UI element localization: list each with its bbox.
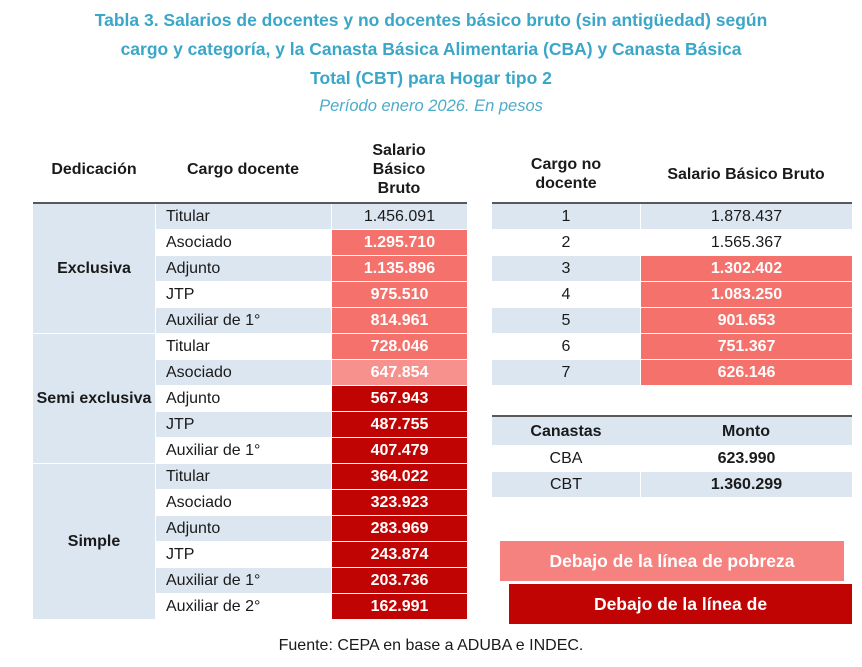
salario-no-docente-cell: 1.083.250 xyxy=(640,282,852,308)
salario-no-docente-cell: 1.565.367 xyxy=(640,230,852,256)
docentes-header-row: Dedicación Cargo docente Salario Básico … xyxy=(33,136,467,204)
salario-docente-cell: 647.854 xyxy=(331,360,467,386)
no-docentes-header-salario: Salario Básico Bruto xyxy=(640,146,852,204)
cargo-no-docente-cell: 7 xyxy=(492,360,640,386)
salario-docente-cell: 1.456.091 xyxy=(331,204,467,230)
docentes-header-dedicacion: Dedicación xyxy=(33,136,155,204)
docentes-header-salario: Salario Básico Bruto xyxy=(331,136,467,204)
cargo-docente-cell: Adjunto xyxy=(155,386,331,412)
salario-no-docente-cell: 901.653 xyxy=(640,308,852,334)
legend-indigence-box: Debajo de la línea de xyxy=(509,584,852,624)
docentes-header-cargo: Cargo docente xyxy=(155,136,331,204)
no-docentes-row: 1 1.878.437 xyxy=(492,204,852,230)
cargo-no-docente-cell: 1 xyxy=(492,204,640,230)
docentes-row: Exclusiva Titular 1.456.091 xyxy=(33,204,467,334)
canasta-label-cell: CBA xyxy=(492,446,640,472)
salario-no-docente-cell: 626.146 xyxy=(640,360,852,386)
cargo-docente-cell: Auxiliar de 1° xyxy=(155,438,331,464)
cargo-docente-cell: JTP xyxy=(155,412,331,438)
page-title-line1: Tabla 3. Salarios de docentes y no docen… xyxy=(94,10,768,30)
page-title-line3: Total (CBT) para Hogar tipo 2 xyxy=(310,68,552,88)
salario-docente-cell: 567.943 xyxy=(331,386,467,412)
docentes-row: Asociado 647.854 xyxy=(33,360,467,386)
page-title-line2: cargo y categoría, y la Canasta Básica A… xyxy=(120,39,742,59)
canastas-row: CBT 1.360.299 xyxy=(492,472,852,498)
salario-docente-cell: 407.479 xyxy=(331,438,467,464)
salario-docente-cell: 323.923 xyxy=(331,490,467,516)
cargo-docente-cell: Adjunto xyxy=(155,516,331,542)
title-block: Tabla 3. Salarios de docentes y no docen… xyxy=(0,6,862,119)
docentes-row: Semi exclusiva Titular 728.046 xyxy=(33,334,467,464)
no-docentes-header-cargo: Cargo no docente xyxy=(492,146,640,204)
docentes-row: JTP 487.755 xyxy=(33,412,467,438)
salario-docente-cell: 814.961 xyxy=(331,308,467,334)
cargo-docente-cell: Auxiliar de 2° xyxy=(155,594,331,620)
cargo-no-docente-cell: 2 xyxy=(492,230,640,256)
salario-docente-cell: 975.510 xyxy=(331,282,467,308)
salario-docente-cell: 1.295.710 xyxy=(331,230,467,256)
canastas-row: CBA 623.990 xyxy=(492,446,852,472)
docentes-table: Dedicación Cargo docente Salario Básico … xyxy=(33,136,467,620)
dedication-cell-0: Exclusiva xyxy=(33,204,155,334)
no-docentes-header-row: Cargo no docente Salario Básico Bruto xyxy=(492,146,852,204)
salario-docente-cell: 203.736 xyxy=(331,568,467,594)
no-docentes-row: 4 1.083.250 xyxy=(492,282,852,308)
no-docentes-row: 2 1.565.367 xyxy=(492,230,852,256)
docentes-row: Adjunto 283.969 xyxy=(33,516,467,542)
docentes-row: Auxiliar de 1° 407.479 xyxy=(33,438,467,464)
canastas-header-label: Canastas xyxy=(492,415,640,446)
legend-poverty-box: Debajo de la línea de pobreza xyxy=(500,541,844,581)
salario-docente-cell: 1.135.896 xyxy=(331,256,467,282)
canasta-label-cell: CBT xyxy=(492,472,640,498)
docentes-row: Asociado 1.295.710 xyxy=(33,230,467,256)
salario-docente-cell: 162.991 xyxy=(331,594,467,620)
no-docentes-row: 5 901.653 xyxy=(492,308,852,334)
docentes-row: Auxiliar de 2° 162.991 xyxy=(33,594,467,620)
dedication-cell-2: Simple xyxy=(33,464,155,620)
cargo-docente-cell: Asociado xyxy=(155,360,331,386)
salario-docente-cell: 728.046 xyxy=(331,334,467,360)
cargo-no-docente-cell: 3 xyxy=(492,256,640,282)
cargo-docente-cell: JTP xyxy=(155,542,331,568)
cargo-docente-cell: Titular xyxy=(155,464,331,490)
salario-no-docente-cell: 751.367 xyxy=(640,334,852,360)
salario-no-docente-cell: 1.878.437 xyxy=(640,204,852,230)
salario-docente-cell: 283.969 xyxy=(331,516,467,542)
cargo-docente-cell: Asociado xyxy=(155,230,331,256)
cargo-docente-cell: Auxiliar de 1° xyxy=(155,308,331,334)
cargo-docente-cell: Asociado xyxy=(155,490,331,516)
cargo-no-docente-cell: 4 xyxy=(492,282,640,308)
docentes-row: Simple Titular 364.022 xyxy=(33,464,467,620)
docentes-row: JTP 243.874 xyxy=(33,542,467,568)
salario-docente-cell: 364.022 xyxy=(331,464,467,490)
cargo-docente-cell: Auxiliar de 1° xyxy=(155,568,331,594)
salario-docente-cell: 243.874 xyxy=(331,542,467,568)
dedication-cell-1: Semi exclusiva xyxy=(33,334,155,464)
canasta-monto-cell: 623.990 xyxy=(640,446,852,472)
no-docentes-row: 6 751.367 xyxy=(492,334,852,360)
no-docentes-row: 3 1.302.402 xyxy=(492,256,852,282)
source-note: Fuente: CEPA en base a ADUBA e INDEC. xyxy=(278,637,584,654)
salario-no-docente-cell: 1.302.402 xyxy=(640,256,852,282)
canastas-header-row: Canastas Monto xyxy=(492,415,852,446)
cargo-no-docente-cell: 5 xyxy=(492,308,640,334)
no-docentes-row: 7 626.146 xyxy=(492,360,852,386)
canastas-table: Canastas Monto CBA 623.990 CBT 1.360.299 xyxy=(492,415,852,498)
docentes-row: Auxiliar de 1° 814.961 xyxy=(33,308,467,334)
docentes-row: Adjunto 567.943 xyxy=(33,386,467,412)
cargo-docente-cell: Titular xyxy=(155,204,331,230)
docentes-row: Asociado 323.923 xyxy=(33,490,467,516)
cargo-docente-cell: JTP xyxy=(155,282,331,308)
salario-docente-cell: 487.755 xyxy=(331,412,467,438)
cargo-docente-cell: Adjunto xyxy=(155,256,331,282)
docentes-row: JTP 975.510 xyxy=(33,282,467,308)
page-subtitle: Período enero 2026. En pesos xyxy=(319,97,543,115)
docentes-row: Auxiliar de 1° 203.736 xyxy=(33,568,467,594)
cargo-docente-cell: Titular xyxy=(155,334,331,360)
canastas-header-monto: Monto xyxy=(640,415,852,446)
canasta-monto-cell: 1.360.299 xyxy=(640,472,852,498)
docentes-row: Adjunto 1.135.896 xyxy=(33,256,467,282)
cargo-no-docente-cell: 6 xyxy=(492,334,640,360)
